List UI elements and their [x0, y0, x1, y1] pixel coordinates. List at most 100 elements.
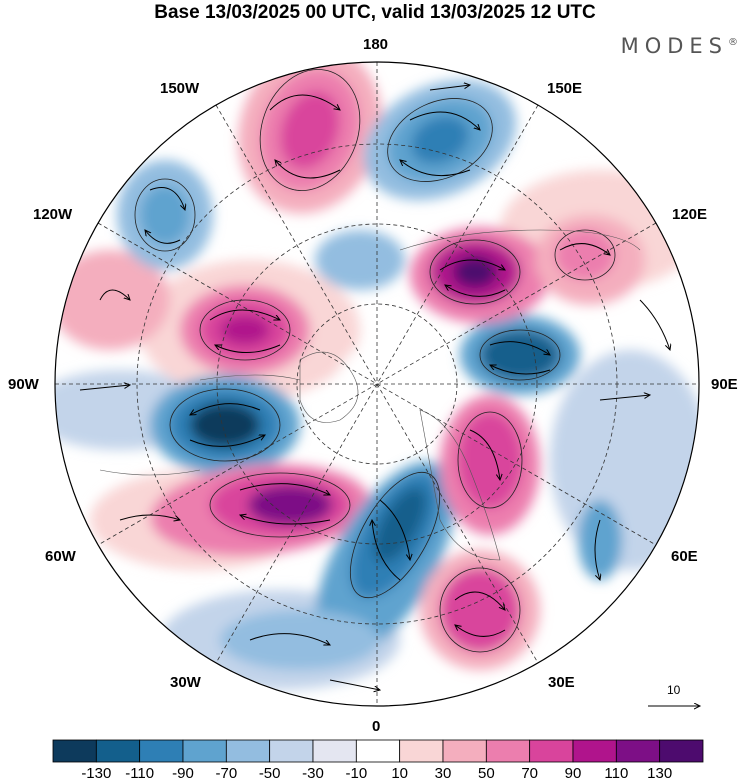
positive-lobe-southwest-core — [248, 485, 332, 525]
colorbar-tick-label: 90 — [564, 765, 582, 782]
colorbar-swatch — [572, 739, 617, 763]
colorbar-tick-label: 30 — [434, 765, 452, 782]
contour — [479, 329, 561, 381]
wind-streamlines — [79, 85, 670, 690]
brand-name: MODES — [620, 34, 728, 58]
positive-lobe-south-east-core — [440, 568, 520, 652]
streamline — [275, 160, 341, 179]
streamline — [639, 299, 670, 350]
contour — [209, 472, 351, 538]
streamline — [559, 243, 610, 255]
lon-label-90w: 90W — [8, 376, 39, 393]
streamline — [439, 259, 505, 270]
contour — [259, 69, 361, 191]
lon-label-0: 0 — [372, 718, 381, 735]
colorbar-tick-label: -90 — [172, 765, 194, 782]
streamline — [99, 289, 130, 300]
colorbar — [52, 739, 704, 763]
contour — [439, 567, 521, 653]
colorbar-swatch — [529, 739, 574, 763]
streamline — [239, 483, 330, 495]
coastline-canada — [199, 374, 301, 381]
meridian-120e-60w — [97, 222, 657, 546]
coastline-siberia — [399, 229, 641, 251]
negative-extension-top — [315, 230, 405, 290]
streamline — [190, 403, 261, 415]
positive-far-west — [55, 250, 170, 350]
positive-lobe-northeast-core — [453, 256, 497, 288]
colorbar-swatch — [485, 739, 531, 763]
colorbar-tick-label: -130 — [81, 765, 112, 782]
lon-label-180: 180 — [363, 36, 389, 53]
map-title: Base 13/03/2025 00 UTC, valid 13/03/2025… — [154, 2, 596, 23]
streamline — [372, 520, 401, 581]
positive-lobe-far-northeast-core — [555, 230, 615, 280]
contour-lines — [134, 69, 616, 653]
negative-lobe-west-core — [190, 403, 260, 447]
streamline — [489, 341, 550, 355]
streamline — [429, 85, 470, 91]
colorbar-swatch — [355, 739, 401, 763]
colorbar-swatch — [312, 739, 357, 763]
streamline — [445, 285, 506, 297]
contour — [169, 388, 281, 462]
lon-label-150w: 150W — [160, 80, 200, 97]
negative-extension-south — [220, 610, 380, 670]
contour — [349, 471, 441, 599]
lon-label-90e: 90E — [711, 376, 738, 393]
streamline — [490, 365, 551, 375]
reference-vector-label: 10 — [667, 683, 681, 697]
colorbar-swatch — [442, 739, 487, 763]
streamline — [455, 625, 506, 637]
streamline — [329, 679, 380, 690]
coastlines — [99, 229, 641, 561]
streamline — [409, 111, 480, 130]
streamline — [189, 435, 265, 447]
colorbar-tick-label: -70 — [215, 765, 238, 782]
negative-lobe-far-east — [578, 500, 622, 580]
lon-label-120e: 120E — [672, 206, 708, 223]
contour — [199, 299, 291, 361]
streamline — [145, 230, 181, 244]
colorbar-tick-label: 50 — [477, 765, 495, 782]
colorbar-swatch — [95, 739, 141, 763]
colorbar-swatch — [399, 739, 444, 763]
streamline — [469, 429, 500, 480]
streamline — [79, 385, 130, 391]
streamline — [379, 499, 410, 560]
colorbar-swatch — [139, 739, 184, 763]
graticule — [55, 62, 699, 706]
registered-mark: ® — [728, 37, 738, 48]
colorbar-tick-label: -30 — [302, 765, 324, 782]
colorbar-swatch — [659, 739, 704, 763]
colorbar-tick-label: -50 — [258, 765, 281, 782]
weak-negative-east — [550, 350, 699, 570]
streamline — [209, 309, 280, 320]
colorbar-swatch — [269, 739, 314, 763]
contour — [554, 229, 616, 281]
colorbar-tick-label: 10 — [391, 765, 408, 782]
colorbar-tick-label: 130 — [647, 765, 673, 782]
coastline-america — [99, 469, 201, 476]
map-boundary — [54, 61, 700, 707]
lon-label-120w: 120W — [33, 206, 73, 223]
colorbar-tick-label: 70 — [521, 765, 538, 782]
colorbar-swatch — [225, 739, 271, 763]
streamline — [594, 519, 600, 580]
colorbar-swatch — [615, 739, 661, 763]
contour — [429, 239, 521, 305]
streamline — [400, 160, 471, 177]
positive-lobe-left-core — [220, 315, 270, 345]
streamline — [215, 345, 281, 353]
contour — [457, 411, 523, 509]
positive-lobe-top-core — [280, 91, 340, 169]
lon-label-30w: 30W — [170, 674, 201, 691]
coastline-europe — [419, 409, 501, 561]
streamline — [269, 94, 340, 110]
colorbar-swatch — [52, 739, 97, 763]
lon-label-150e: 150E — [547, 80, 583, 97]
latitude-circle — [216, 223, 538, 545]
lon-label-60e: 60E — [671, 548, 698, 565]
streamline — [149, 187, 185, 211]
